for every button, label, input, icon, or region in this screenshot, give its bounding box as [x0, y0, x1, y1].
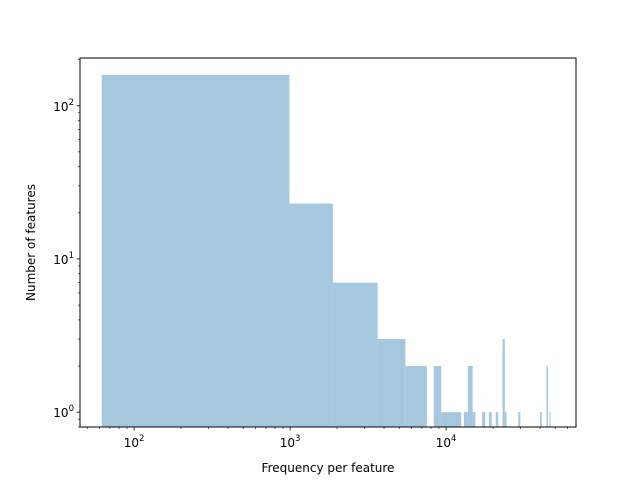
histogram-bar — [502, 339, 505, 427]
histogram-bar — [504, 412, 507, 427]
y-tick-label: 101 — [53, 251, 74, 267]
y-tick-label: 100 — [53, 404, 74, 420]
histogram-bar — [405, 366, 427, 427]
x-tick-label: 103 — [280, 434, 301, 450]
y-axis: 100 101 102 — [53, 59, 80, 428]
histogram-bar — [377, 339, 406, 427]
histogram-bar — [467, 366, 473, 427]
histogram-bar — [441, 412, 462, 427]
histogram-bar — [495, 412, 499, 427]
histogram-bar — [488, 412, 492, 427]
x-tick-label: 104 — [436, 434, 457, 450]
histogram-bar — [463, 412, 468, 427]
x-tick-label: 102 — [124, 434, 145, 450]
y-tick-label: 102 — [53, 98, 74, 114]
x-axis: 102 103 104 — [86, 427, 568, 450]
plot-frame — [79, 57, 577, 428]
histogram-bar — [101, 74, 290, 427]
histogram-bar — [549, 412, 551, 427]
histogram-bar — [472, 412, 476, 427]
histogram-bar — [546, 366, 549, 427]
histogram-bar — [518, 412, 521, 427]
y-axis-label: Number of features — [24, 184, 38, 301]
histogram-bar — [540, 412, 542, 427]
histogram-bar — [433, 366, 442, 427]
x-axis-label: Frequency per feature — [262, 461, 395, 475]
histogram-bars — [101, 74, 551, 427]
histogram-bar — [289, 203, 333, 427]
histogram-bar — [332, 282, 378, 427]
histogram-bar — [482, 412, 486, 427]
